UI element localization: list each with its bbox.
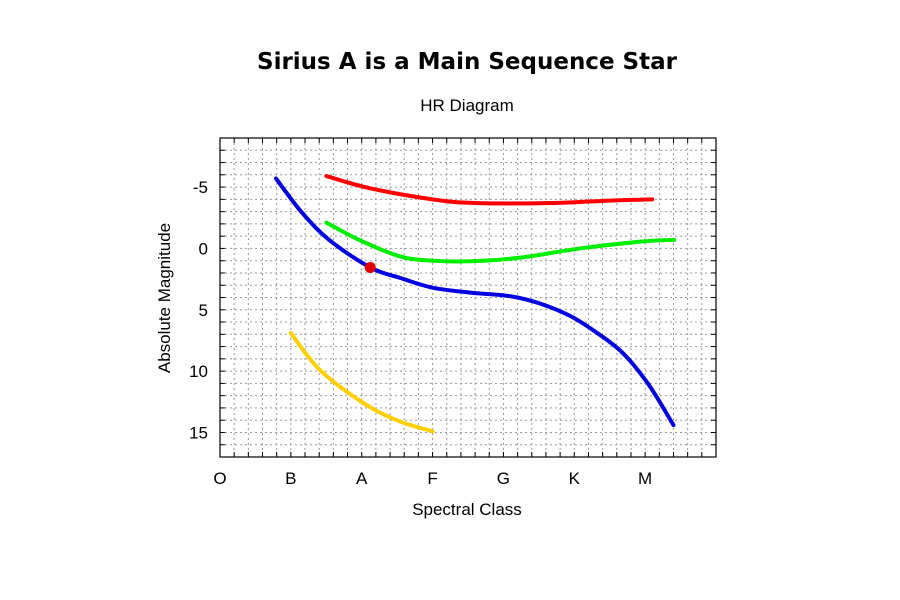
x-tick-label: O <box>213 469 226 488</box>
y-tick-label: 10 <box>189 362 208 381</box>
plot-frame <box>219 137 717 458</box>
x-tick-label: G <box>497 469 510 488</box>
x-tick-label: K <box>569 469 581 488</box>
x-axis-label: Spectral Class <box>412 500 522 519</box>
series-line-white-dwarfs <box>288 331 435 434</box>
grid <box>220 138 716 457</box>
sirius-a-point <box>364 261 376 273</box>
y-tick-label: -5 <box>193 178 208 197</box>
y-axis-label: Absolute Magnitude <box>155 223 174 373</box>
y-tick-label: 5 <box>199 301 208 320</box>
chart-title: Sirius A is a Main Sequence Star <box>257 49 678 75</box>
axis-ticks <box>220 138 716 457</box>
y-tick-label: 0 <box>199 239 208 258</box>
x-tick-label: M <box>638 469 652 488</box>
series-line-giants <box>324 220 677 264</box>
x-tick-label: B <box>285 469 296 488</box>
series-line-supergiants <box>324 174 655 206</box>
series-line-main-sequence <box>273 176 676 428</box>
y-tick-labels: -5 0 5 10 15 <box>189 178 208 442</box>
x-tick-label: F <box>427 469 437 488</box>
chart-subtitle: HR Diagram <box>420 96 514 115</box>
x-tick-label: A <box>356 469 368 488</box>
series-group <box>273 174 677 434</box>
y-tick-label: 15 <box>189 423 208 442</box>
